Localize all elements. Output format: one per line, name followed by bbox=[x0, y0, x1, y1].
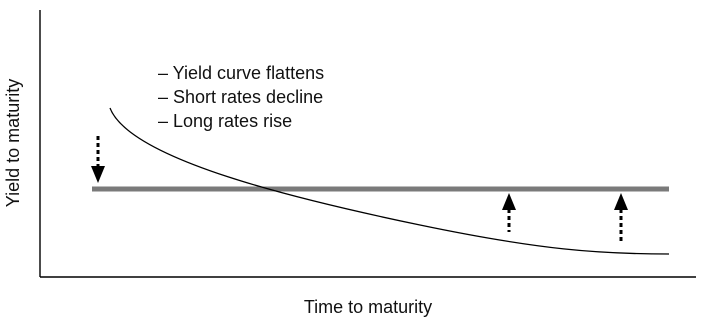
annotation-notes: – Yield curve flattens – Short rates dec… bbox=[158, 63, 324, 131]
x-axis-label: Time to maturity bbox=[304, 297, 432, 317]
axes bbox=[39, 10, 696, 278]
y-axis-label: Yield to maturity bbox=[3, 79, 23, 207]
note-yield-curve-flattens: – Yield curve flattens bbox=[158, 63, 324, 83]
note-long-rates-rise: – Long rates rise bbox=[158, 111, 292, 131]
long-rates-rise-arrow-1 bbox=[502, 193, 516, 232]
short-rates-decline-arrow bbox=[91, 136, 105, 183]
long-rates-rise-arrow-2 bbox=[614, 193, 628, 242]
original-yield-curve bbox=[109, 107, 670, 255]
note-short-rates-decline: – Short rates decline bbox=[158, 87, 323, 107]
